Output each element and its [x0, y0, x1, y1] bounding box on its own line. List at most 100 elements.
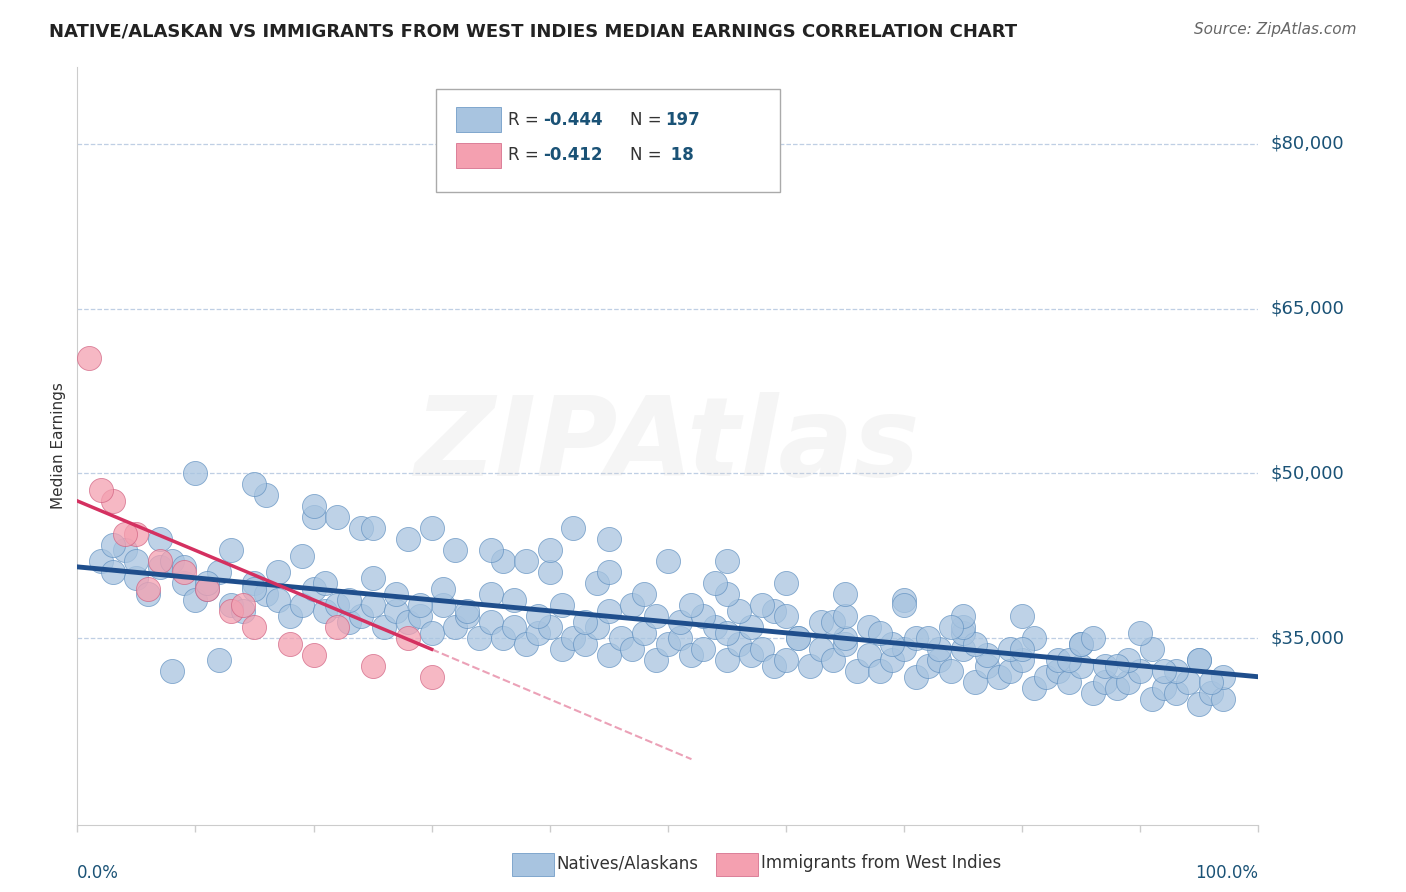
Point — [657, 637, 679, 651]
Point — [125, 527, 148, 541]
Point — [326, 599, 349, 613]
Point — [538, 543, 561, 558]
Point — [786, 632, 808, 646]
Point — [1011, 653, 1033, 667]
Point — [928, 653, 950, 667]
Point — [952, 642, 974, 657]
Point — [219, 604, 242, 618]
Point — [834, 632, 856, 646]
Point — [409, 609, 432, 624]
Point — [291, 549, 314, 563]
Point — [444, 620, 467, 634]
Point — [952, 625, 974, 640]
Point — [645, 653, 668, 667]
Point — [1059, 675, 1081, 690]
Point — [810, 615, 832, 629]
Point — [987, 670, 1010, 684]
Point — [941, 665, 963, 679]
Text: NATIVE/ALASKAN VS IMMIGRANTS FROM WEST INDIES MEDIAN EARNINGS CORRELATION CHART: NATIVE/ALASKAN VS IMMIGRANTS FROM WEST I… — [49, 22, 1018, 40]
Text: 100.0%: 100.0% — [1195, 864, 1258, 882]
Point — [361, 658, 384, 673]
Point — [90, 554, 112, 568]
Point — [1118, 675, 1140, 690]
Point — [136, 587, 159, 601]
Point — [125, 554, 148, 568]
Point — [479, 587, 502, 601]
Point — [219, 599, 242, 613]
Point — [114, 527, 136, 541]
Text: Source: ZipAtlas.com: Source: ZipAtlas.com — [1194, 22, 1357, 37]
Point — [763, 658, 786, 673]
Point — [740, 620, 762, 634]
Point — [834, 587, 856, 601]
Point — [314, 604, 336, 618]
Point — [1094, 658, 1116, 673]
Point — [1105, 681, 1128, 695]
Point — [834, 637, 856, 651]
Point — [479, 543, 502, 558]
Point — [503, 620, 526, 634]
Point — [598, 604, 620, 618]
Text: Immigrants from West Indies: Immigrants from West Indies — [761, 855, 1001, 872]
Point — [893, 642, 915, 657]
Point — [456, 609, 478, 624]
Point — [976, 658, 998, 673]
Point — [195, 582, 218, 596]
Point — [278, 637, 301, 651]
Point — [692, 609, 714, 624]
Point — [621, 599, 644, 613]
Point — [799, 658, 821, 673]
Point — [751, 642, 773, 657]
Point — [869, 665, 891, 679]
Point — [503, 592, 526, 607]
Point — [114, 543, 136, 558]
Point — [184, 592, 207, 607]
Text: 0.0%: 0.0% — [77, 864, 120, 882]
Text: Natives/Alaskans: Natives/Alaskans — [557, 855, 699, 872]
Point — [208, 566, 231, 580]
Point — [586, 620, 609, 634]
Point — [633, 625, 655, 640]
Point — [396, 533, 419, 547]
Point — [893, 599, 915, 613]
Point — [1070, 637, 1092, 651]
Point — [692, 642, 714, 657]
Point — [278, 609, 301, 624]
Point — [858, 648, 880, 662]
Point — [208, 653, 231, 667]
Text: -0.412: -0.412 — [543, 146, 602, 164]
Point — [1140, 642, 1163, 657]
Point — [775, 653, 797, 667]
Text: -0.444: -0.444 — [543, 111, 602, 128]
Point — [1070, 658, 1092, 673]
Point — [195, 576, 218, 591]
Point — [538, 620, 561, 634]
Point — [468, 632, 491, 646]
Point — [219, 543, 242, 558]
Point — [882, 637, 904, 651]
Point — [727, 637, 749, 651]
Text: $35,000: $35,000 — [1270, 629, 1344, 648]
Point — [444, 543, 467, 558]
Point — [1164, 665, 1187, 679]
Point — [574, 637, 596, 651]
Point — [149, 533, 172, 547]
Point — [420, 625, 443, 640]
Point — [1199, 686, 1222, 700]
Point — [1081, 686, 1104, 700]
Text: 197: 197 — [665, 111, 700, 128]
Point — [232, 599, 254, 613]
Point — [1188, 653, 1211, 667]
Point — [716, 625, 738, 640]
Text: N =: N = — [630, 146, 666, 164]
Text: 18: 18 — [665, 146, 693, 164]
Point — [1188, 653, 1211, 667]
Point — [479, 615, 502, 629]
Point — [101, 538, 124, 552]
Point — [314, 576, 336, 591]
Point — [928, 642, 950, 657]
Point — [173, 566, 195, 580]
Point — [550, 599, 572, 613]
Point — [361, 521, 384, 535]
Point — [1046, 665, 1069, 679]
